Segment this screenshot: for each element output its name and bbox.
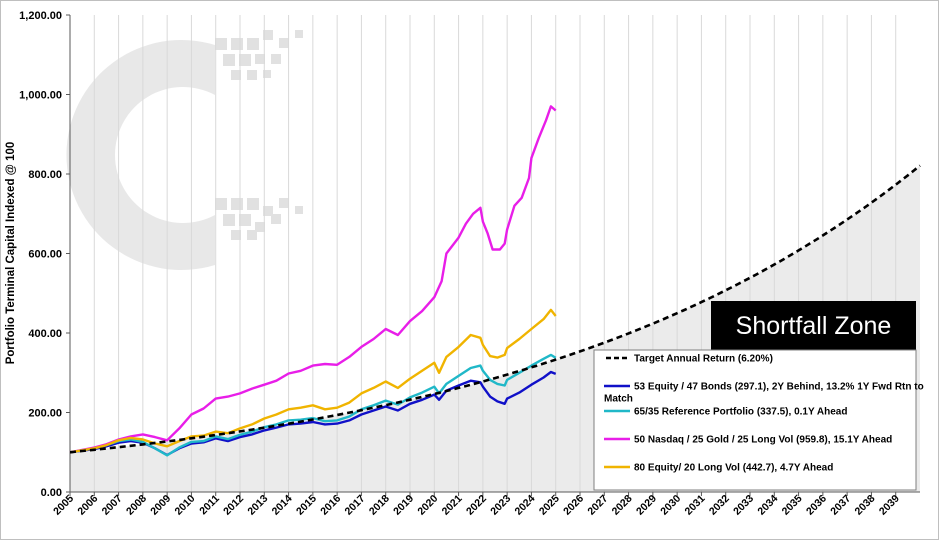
series-line-65-35 (69, 353, 557, 457)
legend-label-65-35: 65/35 Reference Portfolio (337.5), 0.1Y … (634, 407, 847, 418)
legend-label-nasdaq: 50 Nasdaq / 25 Gold / 25 Long Vol (959.8… (634, 435, 892, 446)
legend-label-53-47: 53 Equity / 47 Bonds (297.1), 2Y Behind,… (634, 382, 924, 393)
y-tick-label: 1,200.00 (19, 10, 62, 22)
legend-label-80-20: 80 Equity/ 20 Long Vol (442.7), 4.7Y Ahe… (634, 463, 833, 474)
y-tick-label: 600.00 (28, 249, 62, 261)
series-line-nasdaq (69, 105, 557, 454)
y-tick-label: 800.00 (28, 169, 62, 181)
legend: Target Annual Return (6.20%) 53 Equity /… (593, 349, 924, 491)
target-return-line (69, 164, 921, 454)
y-axis-title: Portfolio Terminal Capital Indexed @ 100 (5, 142, 17, 365)
y-tick-labels: 0.00 200.00 400.00 600.00 800.00 1,000.00 1,20… (19, 10, 70, 499)
legend-label-target: Target Annual Return (6.20%) (634, 354, 773, 365)
y-tick-label: 1,000.00 (19, 90, 62, 102)
y-tick-label: 400.00 (28, 328, 62, 340)
y-tick-label: 0.00 (41, 487, 62, 499)
shortfall-zone-box (711, 301, 916, 351)
legend-label-53-47-line2: Match (604, 394, 633, 405)
watermark-logo (66, 30, 303, 270)
y-tick-label: 200.00 (28, 408, 62, 420)
series-lines (69, 105, 557, 457)
grid-lines (69, 15, 897, 492)
shortfall-zone-label: Shortfall Zone (736, 312, 892, 340)
series-line-80-20 (69, 308, 557, 454)
legend-box (593, 349, 917, 491)
target-line-group (69, 164, 921, 454)
